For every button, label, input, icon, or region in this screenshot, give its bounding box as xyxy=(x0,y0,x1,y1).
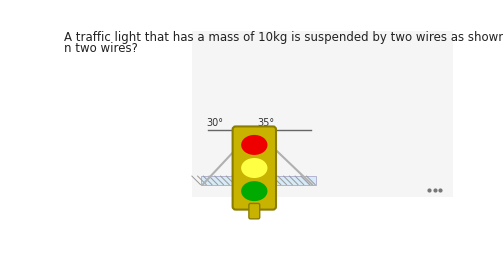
Ellipse shape xyxy=(241,135,268,155)
Bar xyxy=(201,176,315,185)
FancyBboxPatch shape xyxy=(249,204,260,219)
FancyBboxPatch shape xyxy=(232,126,276,209)
Bar xyxy=(63,31,192,230)
Text: 35°: 35° xyxy=(258,118,275,128)
Text: A traffic light that has a mass of 10kg is suspended by two wires as shown. What: A traffic light that has a mass of 10kg … xyxy=(64,31,503,44)
Ellipse shape xyxy=(241,158,268,178)
Bar xyxy=(323,31,453,197)
Text: n two wires?: n two wires? xyxy=(64,42,138,55)
Ellipse shape xyxy=(241,181,268,201)
Text: 30°: 30° xyxy=(206,118,223,128)
Bar xyxy=(192,31,323,197)
